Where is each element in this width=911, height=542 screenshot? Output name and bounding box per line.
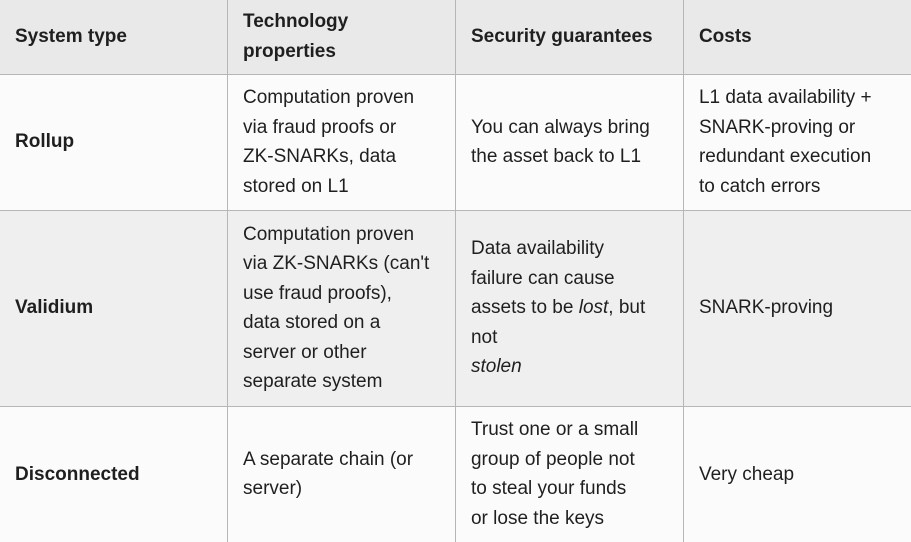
cell-rollup-technology: Computation proven via fraud proofs or Z…: [227, 74, 456, 211]
cell-rollup-costs: L1 data availability + SNARK-proving or …: [683, 74, 911, 211]
table-row-validium: Validium Computation proven via ZK-SNARK…: [0, 210, 911, 407]
cell-rollup-security: You can always bring the asset back to L…: [455, 74, 684, 211]
emphasis-stolen: stolen: [470, 356, 522, 378]
header-cell-technology-properties: Technology properties: [227, 0, 456, 75]
cell-validium-technology: Computation proven via ZK-SNARKs (can't …: [227, 210, 456, 407]
table-body: Rollup Computation proven via fraud proo…: [0, 74, 911, 542]
table-row-disconnected: Disconnected A separate chain (or server…: [0, 406, 911, 542]
header-cell-costs: Costs: [683, 0, 911, 75]
header-row: System type Technology properties Securi…: [0, 0, 911, 75]
header-cell-system-type: System type: [0, 0, 229, 75]
cell-text: Data availability failure can cause asse…: [470, 238, 615, 319]
header-cell-security-guarantees: Security guarantees: [455, 0, 684, 75]
cell-disconnected-system: Disconnected: [0, 406, 229, 542]
cell-disconnected-security: Trust one or a small group of people not…: [455, 406, 684, 542]
cell-validium-system: Validium: [0, 210, 229, 407]
cell-text: , but not: [470, 297, 646, 348]
cell-disconnected-technology: A separate chain (or server): [227, 406, 456, 542]
cell-rollup-system: Rollup: [0, 74, 229, 211]
cell-disconnected-costs: Very cheap: [683, 406, 911, 542]
cell-validium-costs: SNARK-proving: [683, 210, 911, 407]
table-row-rollup: Rollup Computation proven via fraud proo…: [0, 74, 911, 211]
table-header: System type Technology properties Securi…: [0, 0, 911, 75]
cell-validium-security: Data availability failure can cause asse…: [455, 210, 684, 407]
emphasis-lost: lost: [578, 297, 609, 319]
